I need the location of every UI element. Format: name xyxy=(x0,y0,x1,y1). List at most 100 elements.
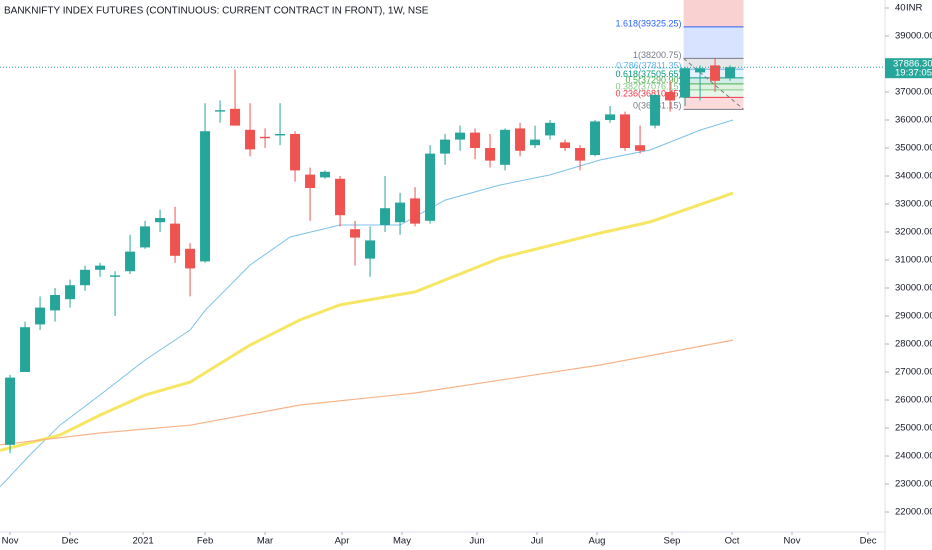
fib-level-label: 0.382(37076.15) xyxy=(615,81,681,91)
candle-body xyxy=(35,307,46,325)
candle-body xyxy=(155,218,166,223)
candle-body xyxy=(245,129,256,150)
candle-body xyxy=(680,68,691,98)
candle-body xyxy=(335,178,346,216)
y-tick-label: 39000.00 xyxy=(895,31,932,42)
currency-label: INR xyxy=(906,3,923,14)
candle-body xyxy=(305,174,316,189)
moving-average-line xyxy=(0,119,734,488)
candle-body xyxy=(200,131,211,262)
x-tick-label: Nov xyxy=(784,536,801,547)
candle-body xyxy=(80,269,91,286)
x-tick-label: 2021 xyxy=(133,536,154,547)
candle-body xyxy=(650,94,661,126)
candle-body xyxy=(215,110,226,112)
axes: 22000.00 23000.00 24000.00 25000.00 26000.00… xyxy=(0,3,932,547)
y-tick-label: 25000.00 xyxy=(895,423,932,434)
fib-trend-line xyxy=(683,58,744,110)
last-price-label: 37886.30 xyxy=(893,59,932,70)
y-tick-label: 36000.00 xyxy=(895,115,932,126)
candle-body xyxy=(95,265,106,270)
candle-body xyxy=(170,223,181,256)
y-tick-label: 35000.00 xyxy=(895,143,932,154)
candle-body xyxy=(455,132,466,140)
y-tick-label: 37000.00 xyxy=(895,87,932,98)
candles xyxy=(5,58,736,454)
x-tick-label: Jul xyxy=(531,536,543,547)
candle-body xyxy=(20,327,31,373)
last-price-box xyxy=(885,58,932,79)
y-tick-label: 32000.00 xyxy=(895,227,932,238)
candle-body xyxy=(50,295,61,311)
chart-title: BANKNIFTY INDEX FUTURES (CONTINUOUS: CUR… xyxy=(4,6,429,17)
candle-body xyxy=(665,92,676,101)
fib-band xyxy=(683,97,744,110)
moving-average-line xyxy=(0,339,734,446)
candle-body xyxy=(530,139,541,146)
candle-body xyxy=(575,148,586,161)
candle-body xyxy=(260,136,271,139)
y-tick-label: 34000.00 xyxy=(895,171,932,182)
fib-level-label: 0.5(37290.90) xyxy=(626,75,682,85)
x-tick-label: Sep xyxy=(664,536,681,547)
candle-body xyxy=(65,285,76,300)
x-tick-label: Feb xyxy=(197,536,213,547)
candle-body xyxy=(560,142,571,149)
fib-level-label: 0.786(37811.35) xyxy=(616,61,681,71)
candle-body xyxy=(350,229,361,238)
candle-body xyxy=(725,67,736,79)
candle-body xyxy=(440,139,451,154)
candle-body xyxy=(605,114,616,121)
moving-averages xyxy=(0,119,734,488)
x-tick-label: Mar xyxy=(257,536,273,547)
x-tick-label: Jun xyxy=(469,536,484,547)
candle-body xyxy=(230,108,241,126)
x-tick-label: May xyxy=(393,536,411,547)
candle-body xyxy=(395,202,406,223)
candle-body xyxy=(140,226,151,248)
fib-band xyxy=(683,77,744,84)
candle-body xyxy=(500,129,511,165)
y-tick-label: 28000.00 xyxy=(895,339,932,350)
candle-body xyxy=(635,145,646,151)
fib-level-label: 1(38200.75) xyxy=(633,50,682,60)
y-tick-label: 40 xyxy=(895,3,906,14)
candle-body xyxy=(275,134,286,136)
candle-body xyxy=(590,121,601,156)
fib-band xyxy=(683,89,744,98)
candle-body xyxy=(290,134,301,171)
candle-body xyxy=(410,198,421,224)
fib-tool: 1.618(39325.25) 1(38200.75)0.786(37811.35… xyxy=(615,0,744,111)
candle-body xyxy=(485,148,496,161)
fib-band xyxy=(683,58,744,70)
y-tick-label: 29000.00 xyxy=(895,311,932,322)
y-tick-label: 24000.00 xyxy=(895,451,932,462)
candle-body xyxy=(545,122,556,136)
y-tick-label: 22000.00 xyxy=(895,507,932,518)
y-tick-label: 31000.00 xyxy=(895,255,932,266)
candle-body xyxy=(5,377,16,445)
candle-body xyxy=(185,248,196,269)
candle-body xyxy=(365,240,376,259)
moving-average-line xyxy=(0,191,734,452)
x-tick-label: Aug xyxy=(589,536,606,547)
y-tick-label: 33000.00 xyxy=(895,199,932,210)
y-tick-label: 27000.00 xyxy=(895,367,932,378)
countdown-label: 19:37:05 xyxy=(895,68,932,79)
candle-body xyxy=(125,251,136,272)
candle-body xyxy=(620,114,631,149)
candle-body xyxy=(470,132,481,149)
fib-band xyxy=(683,26,744,59)
fib-top-band xyxy=(683,0,744,27)
fib-band xyxy=(683,83,744,90)
candle-body xyxy=(710,65,721,81)
y-tick-label: 23000.00 xyxy=(895,479,932,490)
fib-level-label: 0.618(37505.65) xyxy=(615,69,681,79)
x-tick-label: Apr xyxy=(335,536,350,547)
x-tick-label: Oct xyxy=(725,536,740,547)
candle-body xyxy=(320,171,331,178)
y-tick-label: 26000.00 xyxy=(895,395,932,406)
candle-body xyxy=(380,208,391,226)
